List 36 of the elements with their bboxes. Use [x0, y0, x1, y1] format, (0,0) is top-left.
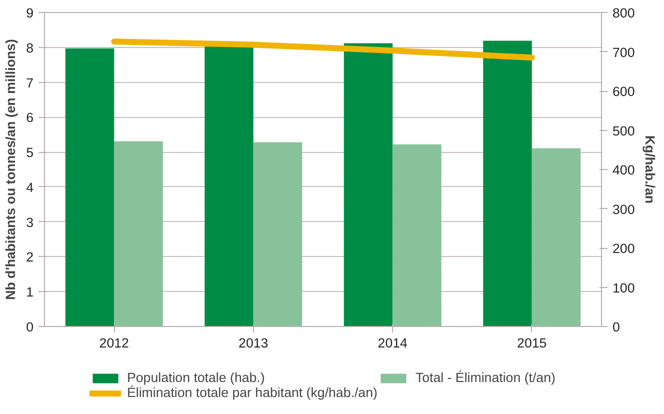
x-tick-label: 2015 — [517, 336, 547, 350]
y2-tick-label: 200 — [612, 241, 635, 256]
bar — [392, 144, 442, 326]
legend-label: Population totale (hab.) — [127, 370, 265, 385]
y2-tick-label: 0 — [612, 320, 620, 334]
y2-tick-label: 800 — [612, 6, 635, 20]
bar — [204, 46, 254, 326]
y2-tick-label: 100 — [612, 280, 635, 296]
y-tick-label: 1 — [26, 284, 34, 300]
y-tick-label: 2 — [26, 250, 34, 265]
legend-label: Élimination totale par habitant (kg/hab./an) — [127, 385, 378, 400]
y2-axis-title: Kg/hab./an — [642, 135, 658, 204]
bar — [65, 48, 114, 326]
y2-tick-label: 700 — [612, 44, 635, 60]
y2-tick-label: 600 — [612, 84, 635, 99]
bar — [114, 141, 163, 326]
bar — [483, 40, 532, 326]
bar — [253, 142, 302, 326]
y-tick-label: 6 — [26, 110, 34, 126]
y-tick-label: 9 — [26, 6, 34, 20]
y-tick-label: 8 — [26, 40, 34, 56]
x-tick-label: 2013 — [238, 336, 268, 350]
y-tick-label: 3 — [26, 214, 34, 230]
y2-tick-label: 400 — [612, 162, 635, 178]
y2-tick-label: 500 — [612, 123, 635, 138]
bar — [344, 43, 393, 326]
legend-label: Total - Élimination (t/an) — [415, 370, 556, 385]
y-tick-label: 4 — [26, 180, 34, 195]
x-tick-label: 2012 — [99, 336, 129, 350]
x-tick-label: 2014 — [378, 336, 408, 350]
bar — [532, 148, 581, 326]
y-tick-label: 5 — [26, 145, 34, 160]
y2-tick-label: 300 — [612, 202, 635, 217]
y-tick-label: 7 — [26, 75, 34, 90]
y-axis-title: Nb d'habitants ou tonnes/an (en millions) — [3, 39, 18, 300]
y-tick-label: 0 — [26, 320, 34, 334]
